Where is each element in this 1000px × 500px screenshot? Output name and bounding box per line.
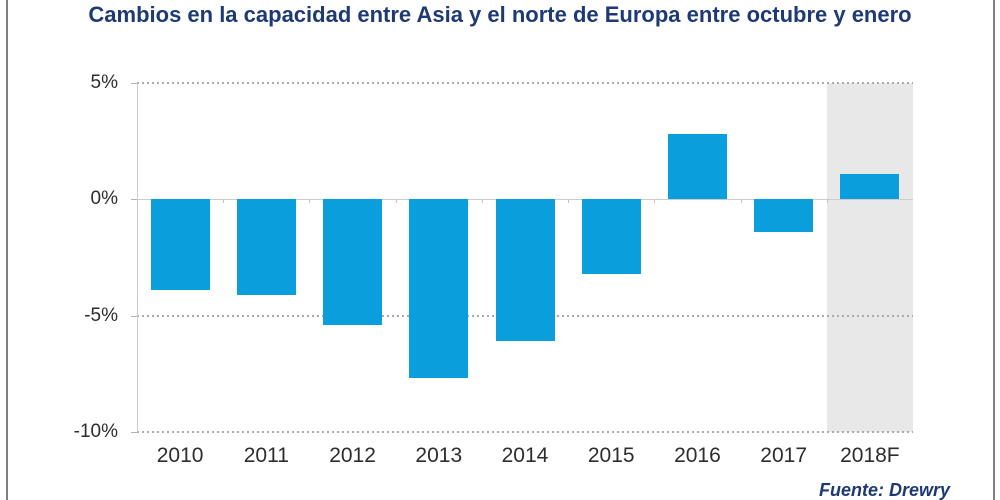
y-axis-tick--5 — [131, 315, 137, 317]
grid-line-5 — [137, 82, 913, 84]
zero-axis-tick — [481, 199, 483, 204]
zero-axis-tick — [826, 199, 828, 204]
x-tick-label-2010: 2010 — [156, 444, 204, 467]
zero-axis-tick — [223, 199, 225, 204]
frame-right-border — [993, 0, 995, 500]
bar-2018F — [840, 173, 900, 200]
zero-axis-tick — [740, 199, 742, 204]
frame-left-border — [6, 0, 8, 500]
source-label: Fuente: Drewry — [818, 480, 950, 500]
x-tick-label-2018F: 2018F — [840, 444, 900, 467]
y-axis-tick-5 — [131, 83, 137, 84]
bar-2012 — [323, 199, 383, 325]
x-tick-label-2013: 2013 — [415, 444, 463, 467]
y-axis-tick-0 — [131, 199, 137, 201]
bar-2013 — [409, 199, 469, 379]
bar-2011 — [236, 199, 296, 295]
y-tick-label--5: -5% — [84, 304, 118, 326]
zero-axis-tick — [395, 199, 397, 204]
chart-title: Cambios en la capacidad entre Asia y el … — [88, 2, 912, 27]
zero-axis-tick — [309, 199, 311, 204]
x-tick-label-2014: 2014 — [501, 444, 549, 467]
x-tick-label-2011: 2011 — [243, 444, 289, 467]
y-tick-label-5: 5% — [90, 72, 118, 93]
y-axis-tick--10 — [131, 432, 137, 433]
bar-2010 — [150, 199, 210, 291]
x-tick-label-2012: 2012 — [329, 444, 376, 467]
x-tick-label-2015: 2015 — [587, 444, 635, 467]
bar-2015 — [581, 199, 641, 274]
forecast-highlight-band — [826, 83, 913, 432]
x-tick-label-2016: 2016 — [674, 444, 721, 467]
y-tick-label-0: 0% — [90, 188, 118, 210]
zero-axis-tick — [654, 199, 656, 204]
y-axis-line — [137, 83, 138, 432]
grid-line--10 — [137, 431, 913, 433]
zero-axis-tick — [568, 199, 570, 204]
y-tick-label--10: -10% — [73, 421, 118, 442]
x-tick-label-2017: 2017 — [760, 444, 808, 467]
bar-2016 — [667, 134, 727, 200]
bar-2017 — [754, 199, 814, 232]
bar-2014 — [495, 199, 555, 342]
